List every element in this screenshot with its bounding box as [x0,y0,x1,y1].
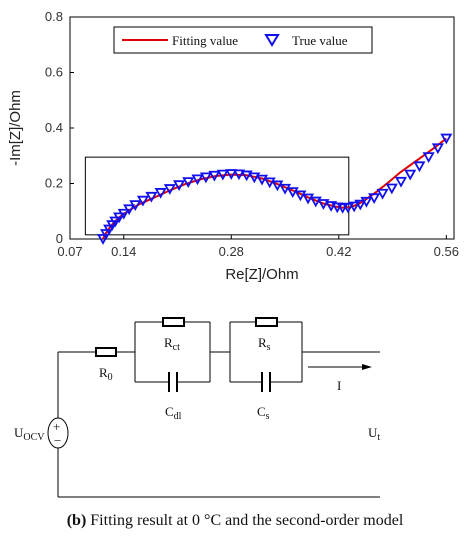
true-value-marker [199,172,212,184]
true-value-marker [109,216,122,228]
true-value-marker [232,169,245,181]
nyquist-chart: 0.07 0.14 0.28 0.42 0.56 0 0.2 0.4 0.6 0.8 Fitti… [7,9,459,283]
figure-caption: (b) Fitting result at 0 °C and the secon… [0,512,470,530]
y-tick-label: 0.8 [45,9,63,24]
true-value-marker [145,191,158,203]
true-value-marker [100,229,113,240]
true-value-marker [173,180,186,192]
y-tick-label: 0.4 [45,120,63,135]
true-value-marker [113,212,126,224]
label-rct: Rct [164,335,180,353]
true-value-marker [136,195,149,207]
source-minus-sign: − [54,433,61,448]
caption-label: (b) [66,512,87,529]
true-value-marker [360,196,373,208]
true-value-marker [376,188,389,200]
true-value-marker [279,183,292,195]
x-axis-title: Re[Z]/Ohm [225,266,298,283]
true-value-marker [182,177,195,188]
label-r0: R0 [99,365,113,383]
true-value-marker [385,183,398,195]
true-value-marker [404,169,417,181]
true-value-marker [294,190,307,202]
true-value-marker [413,161,426,173]
true-value-marker [309,196,322,208]
true-value-marker [129,200,142,211]
x-tick-label: 0.14 [111,244,136,259]
true-value-marker [103,224,116,236]
true-value-marker [422,152,435,163]
true-value-marker [440,133,453,145]
true-value-marker [208,170,221,182]
true-value-marker [431,143,444,155]
true-value-marker [216,169,229,181]
circuit-labels: R0 Rct Rs Cdl Cs I UOCV Ut + − [14,335,380,448]
label-rs: Rs [258,335,271,353]
true-value-marker [394,176,408,188]
equivalent-circuit [47,317,380,498]
label-ut: Ut [368,425,380,443]
true-value-marker [271,180,284,192]
resistor-rs [255,317,278,327]
resistor-r0 [95,347,117,357]
true-value-marker [368,193,381,205]
true-value-marker [96,234,110,245]
y-tick-label: 0.2 [45,176,63,191]
true-value-markers [96,133,453,245]
true-value-marker [354,199,367,211]
label-current: I [337,378,341,393]
true-value-marker [117,208,130,220]
y-axis-ticks: 0 0.2 0.4 0.6 0.8 [45,9,74,246]
legend-label-true: True value [292,33,348,48]
caption-text: Fitting result at 0 °C and the second-or… [86,512,404,529]
x-tick-label: 0.07 [57,244,82,259]
true-value-marker [225,169,238,180]
true-value-marker [286,187,299,198]
label-uocv: UOCV [14,425,45,443]
true-value-marker [123,204,136,216]
legend-marker-swatch [264,34,280,47]
true-value-marker [302,193,315,205]
label-cs: Cs [257,404,270,422]
legend: Fitting value True value [113,26,373,54]
x-tick-label: 0.42 [326,244,351,259]
true-value-marker [348,201,361,213]
true-value-marker [248,172,261,184]
x-tick-label: 0.56 [434,244,459,259]
true-value-marker [255,174,269,186]
true-value-marker [163,184,176,195]
y-axis-title: -Im[Z]/Ohm [7,90,24,166]
true-value-marker [341,202,355,214]
x-axis-ticks: 0.07 0.14 0.28 0.42 0.56 [57,235,459,259]
x-tick-label: 0.28 [219,244,244,259]
true-value-marker [317,199,330,210]
source-plus-sign: + [53,419,60,434]
current-arrow-head [362,364,372,370]
voltage-source [47,417,69,449]
zoom-region-box [84,156,350,236]
true-value-marker [154,188,167,199]
resistor-rct [162,317,185,327]
legend-box [113,26,373,54]
label-cdl: Cdl [165,404,182,422]
true-value-marker [191,174,204,186]
y-tick-label: 0.6 [45,65,63,80]
legend-label-fitting: Fitting value [172,33,238,48]
true-value-marker [240,170,253,182]
y-tick-label: 0 [56,231,63,246]
true-value-marker [263,177,276,189]
